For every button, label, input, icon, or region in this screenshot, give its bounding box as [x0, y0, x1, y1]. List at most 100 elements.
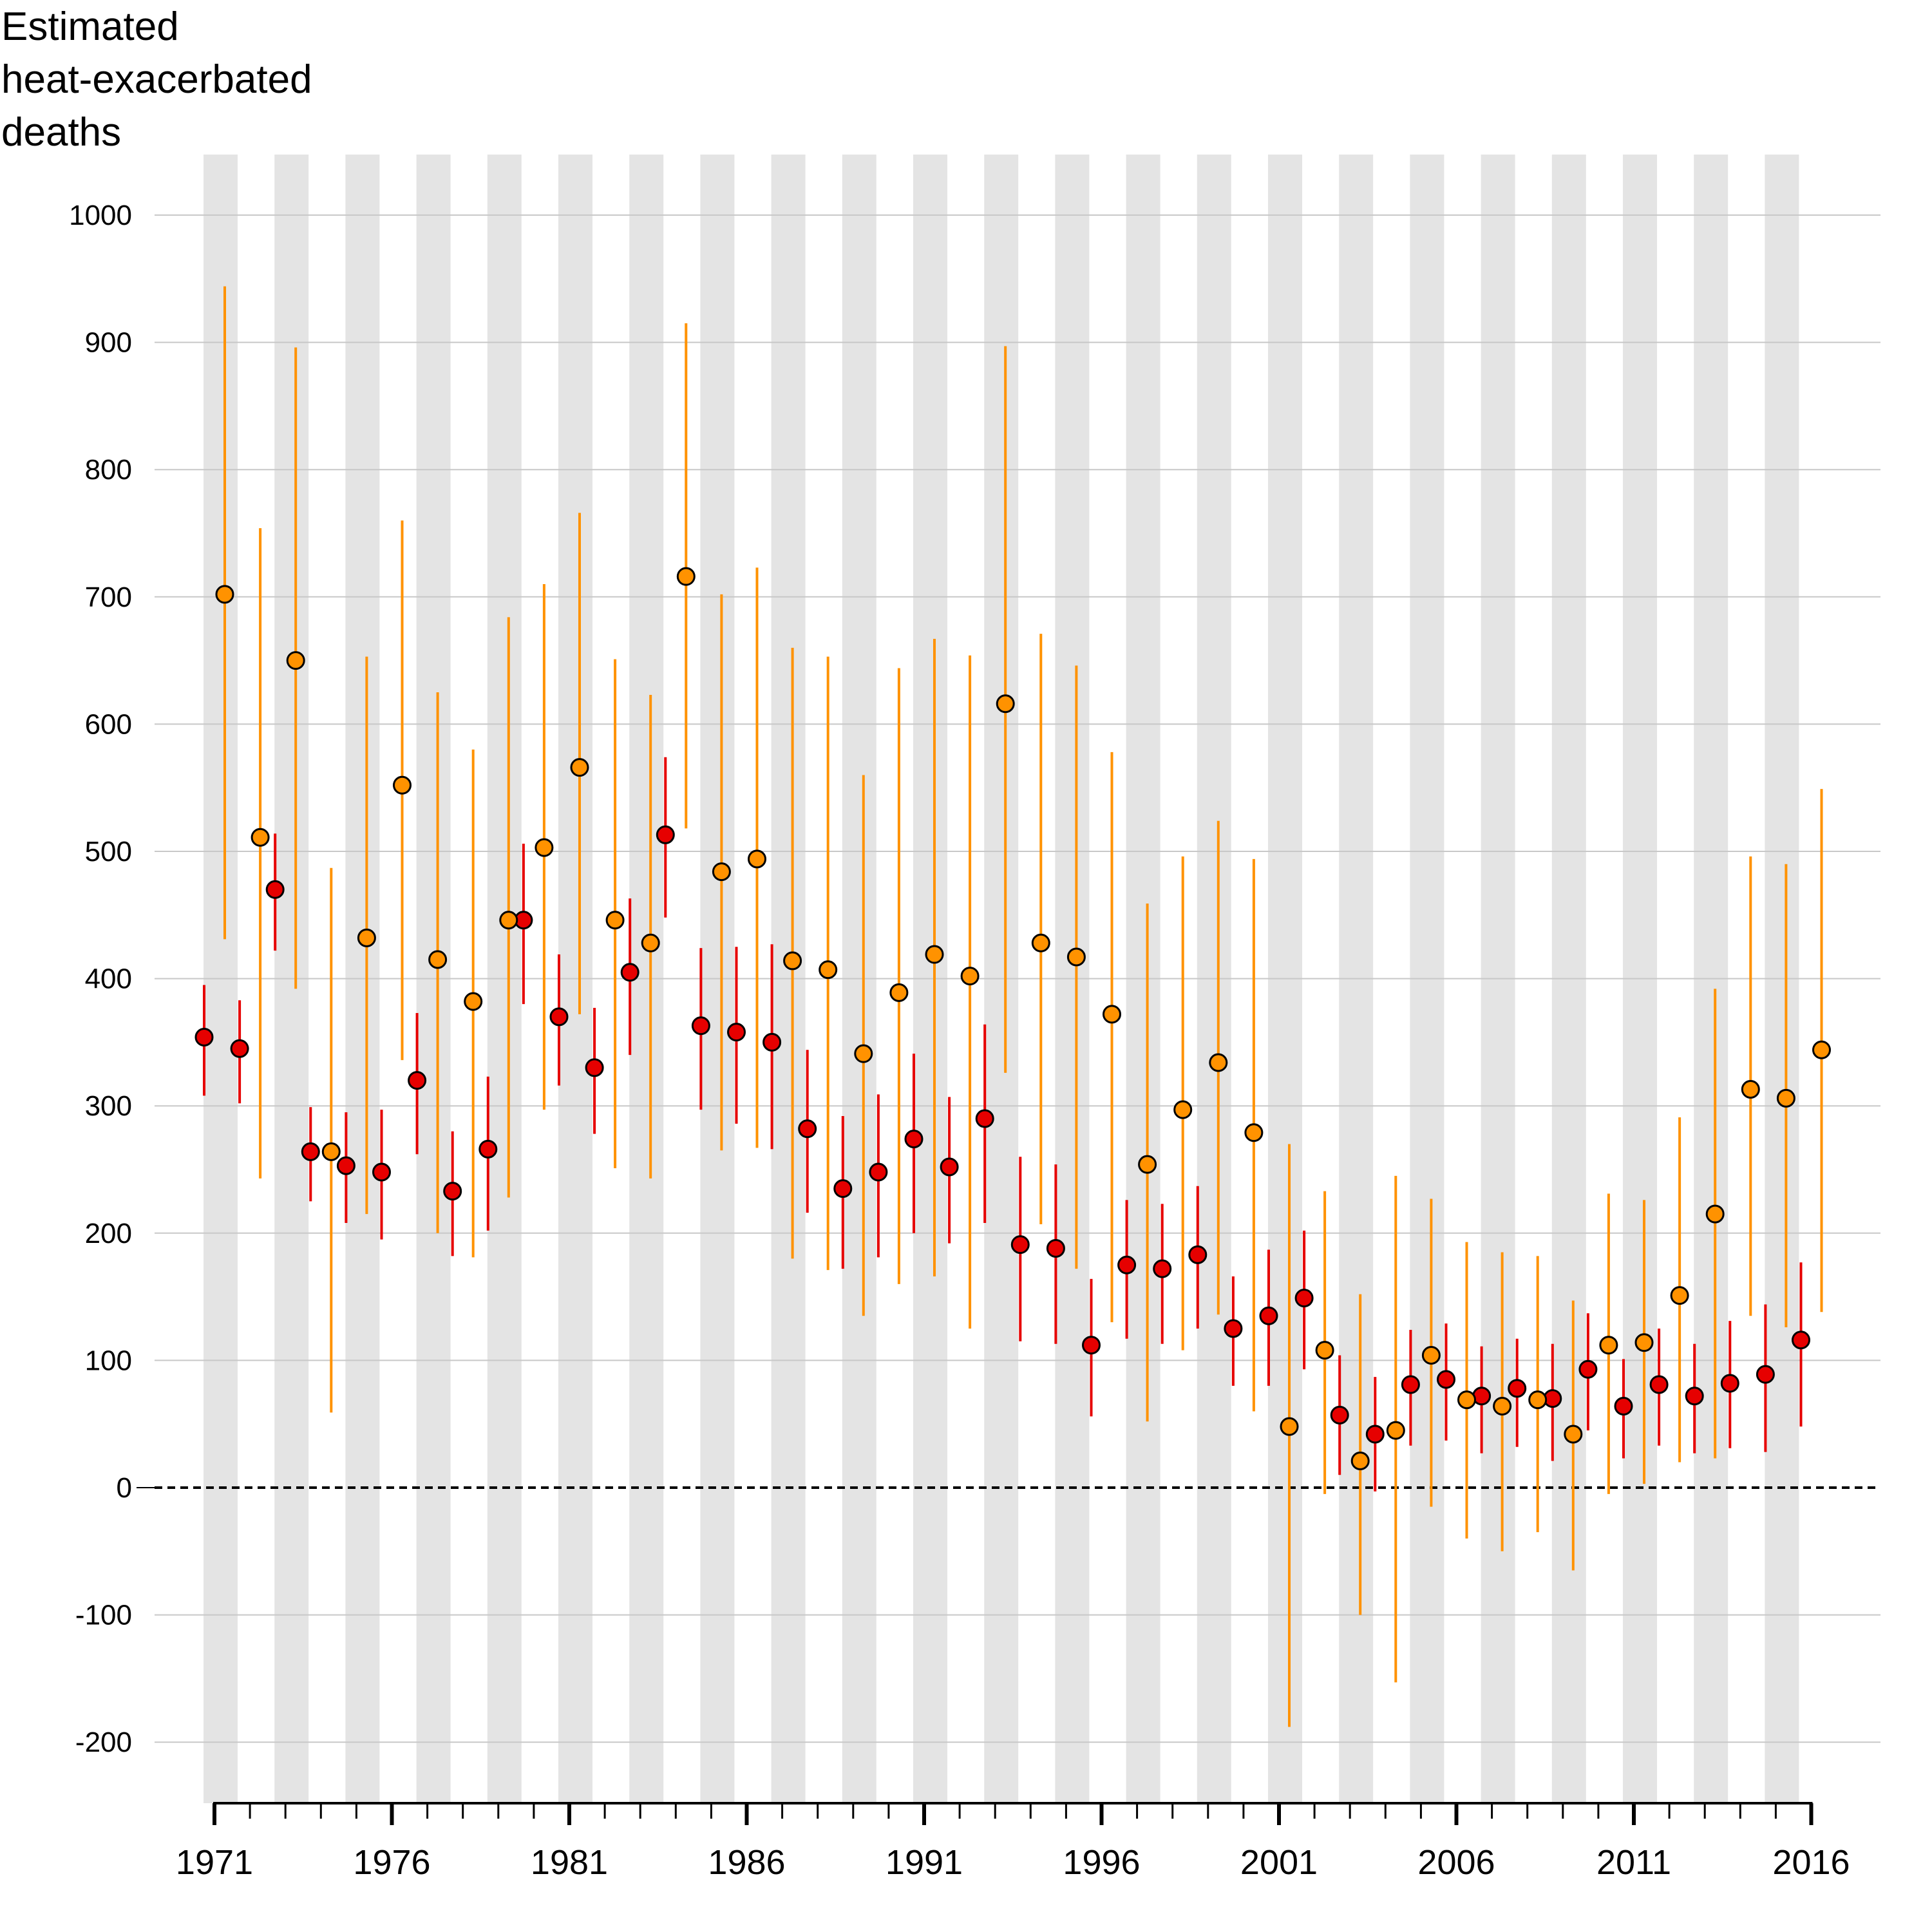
data-point [1224, 1319, 1243, 1338]
y-tick-label: 800 [85, 454, 132, 486]
data-point [478, 1139, 498, 1159]
data-point [1173, 1100, 1193, 1119]
data-point [1153, 1259, 1172, 1278]
y-tick-label: 1000 [69, 200, 132, 231]
data-point [712, 862, 731, 882]
data-point [996, 694, 1015, 714]
data-point [960, 967, 980, 986]
data-point [549, 1007, 569, 1027]
data-point [1720, 1374, 1739, 1393]
x-axis: 1971 1976 1981 1986 1991 1996 2001 2006 2011 2016 [176, 1802, 1850, 1882]
data-point [1386, 1421, 1405, 1440]
data-point [1188, 1245, 1208, 1264]
data-point [925, 945, 944, 964]
data-point [321, 1142, 341, 1161]
y-tick-label: -200 [75, 1727, 132, 1758]
y-tick-label: 400 [85, 963, 132, 995]
data-point [443, 1182, 462, 1201]
data-point [1705, 1204, 1725, 1224]
data-point [265, 880, 285, 899]
x-tick-label: 2011 [1596, 1843, 1671, 1882]
data-point [357, 928, 376, 947]
data-point [620, 963, 639, 982]
data-point [1365, 1425, 1385, 1444]
y-tick-label: 600 [85, 708, 132, 740]
data-point [1209, 1053, 1228, 1072]
data-point [1010, 1235, 1030, 1255]
y-tick-label: 900 [85, 327, 132, 359]
data-point [215, 585, 234, 604]
data-point [1315, 1341, 1334, 1360]
data-point [1082, 1336, 1101, 1355]
data-point [1457, 1390, 1476, 1410]
data-point [727, 1023, 746, 1042]
x-tick-label: 1986 [708, 1843, 785, 1882]
data-point [940, 1157, 959, 1177]
x-tick-label: 1991 [886, 1843, 963, 1882]
data-point [676, 567, 696, 586]
data-point [1401, 1375, 1420, 1394]
y-axis: -200 -100 0 100 200 300 400 500 600 700 800 900 1000 [69, 200, 132, 1758]
data-point [975, 1109, 994, 1128]
data-point [1685, 1387, 1704, 1406]
data-point [1634, 1333, 1654, 1352]
data-point [904, 1130, 923, 1149]
y-tick-label: 300 [85, 1090, 132, 1122]
data-point [464, 992, 483, 1011]
data-point [428, 950, 448, 969]
data-point [535, 838, 554, 857]
data-point [1812, 1040, 1831, 1059]
data-point [393, 775, 412, 795]
data-point [1649, 1375, 1669, 1394]
data-point [1421, 1345, 1441, 1365]
data-point [1741, 1080, 1760, 1099]
data-point [1138, 1155, 1157, 1174]
data-point [641, 933, 660, 952]
data-point [1528, 1390, 1548, 1410]
data-point [1493, 1397, 1512, 1416]
data-point [1244, 1123, 1264, 1142]
data-point [748, 849, 766, 869]
data-points [194, 567, 1831, 1471]
data-point [1046, 1239, 1065, 1258]
data-point [783, 951, 802, 971]
data-point [1508, 1379, 1527, 1398]
data-point [1031, 933, 1050, 952]
data-point [1066, 947, 1086, 967]
data-point [499, 911, 518, 930]
y-tick-label: 700 [85, 582, 132, 613]
x-tick-label: 1971 [176, 1843, 253, 1882]
data-point [833, 1179, 853, 1198]
x-tick-label: 1996 [1063, 1843, 1140, 1882]
data-point [1350, 1452, 1370, 1471]
data-point [1103, 1005, 1121, 1024]
data-point [819, 960, 838, 980]
y-tick-label: 100 [85, 1345, 132, 1376]
data-point [1259, 1306, 1278, 1325]
y-axis-title-line-3: deaths [1, 110, 122, 155]
data-point [605, 911, 625, 930]
data-point [372, 1162, 391, 1182]
data-point [301, 1142, 320, 1161]
data-point [1756, 1365, 1775, 1384]
data-point [1437, 1370, 1455, 1389]
data-point [1599, 1336, 1618, 1355]
data-point [336, 1156, 355, 1175]
data-point [194, 1027, 214, 1046]
data-point [1330, 1405, 1349, 1425]
data-point [691, 1016, 710, 1036]
data-point [286, 651, 305, 670]
data-point [585, 1058, 604, 1077]
y-tick-label: -100 [75, 1600, 132, 1631]
data-point [1670, 1286, 1689, 1305]
data-point [1564, 1425, 1583, 1444]
data-point [1578, 1359, 1598, 1379]
x-tick-label: 2006 [1417, 1843, 1495, 1882]
x-tick-label: 2001 [1240, 1843, 1318, 1882]
x-tick-label: 1981 [531, 1843, 608, 1882]
data-point [762, 1032, 782, 1052]
data-point [1792, 1331, 1810, 1350]
y-tick-label: 0 [117, 1472, 132, 1504]
data-point [656, 825, 675, 844]
